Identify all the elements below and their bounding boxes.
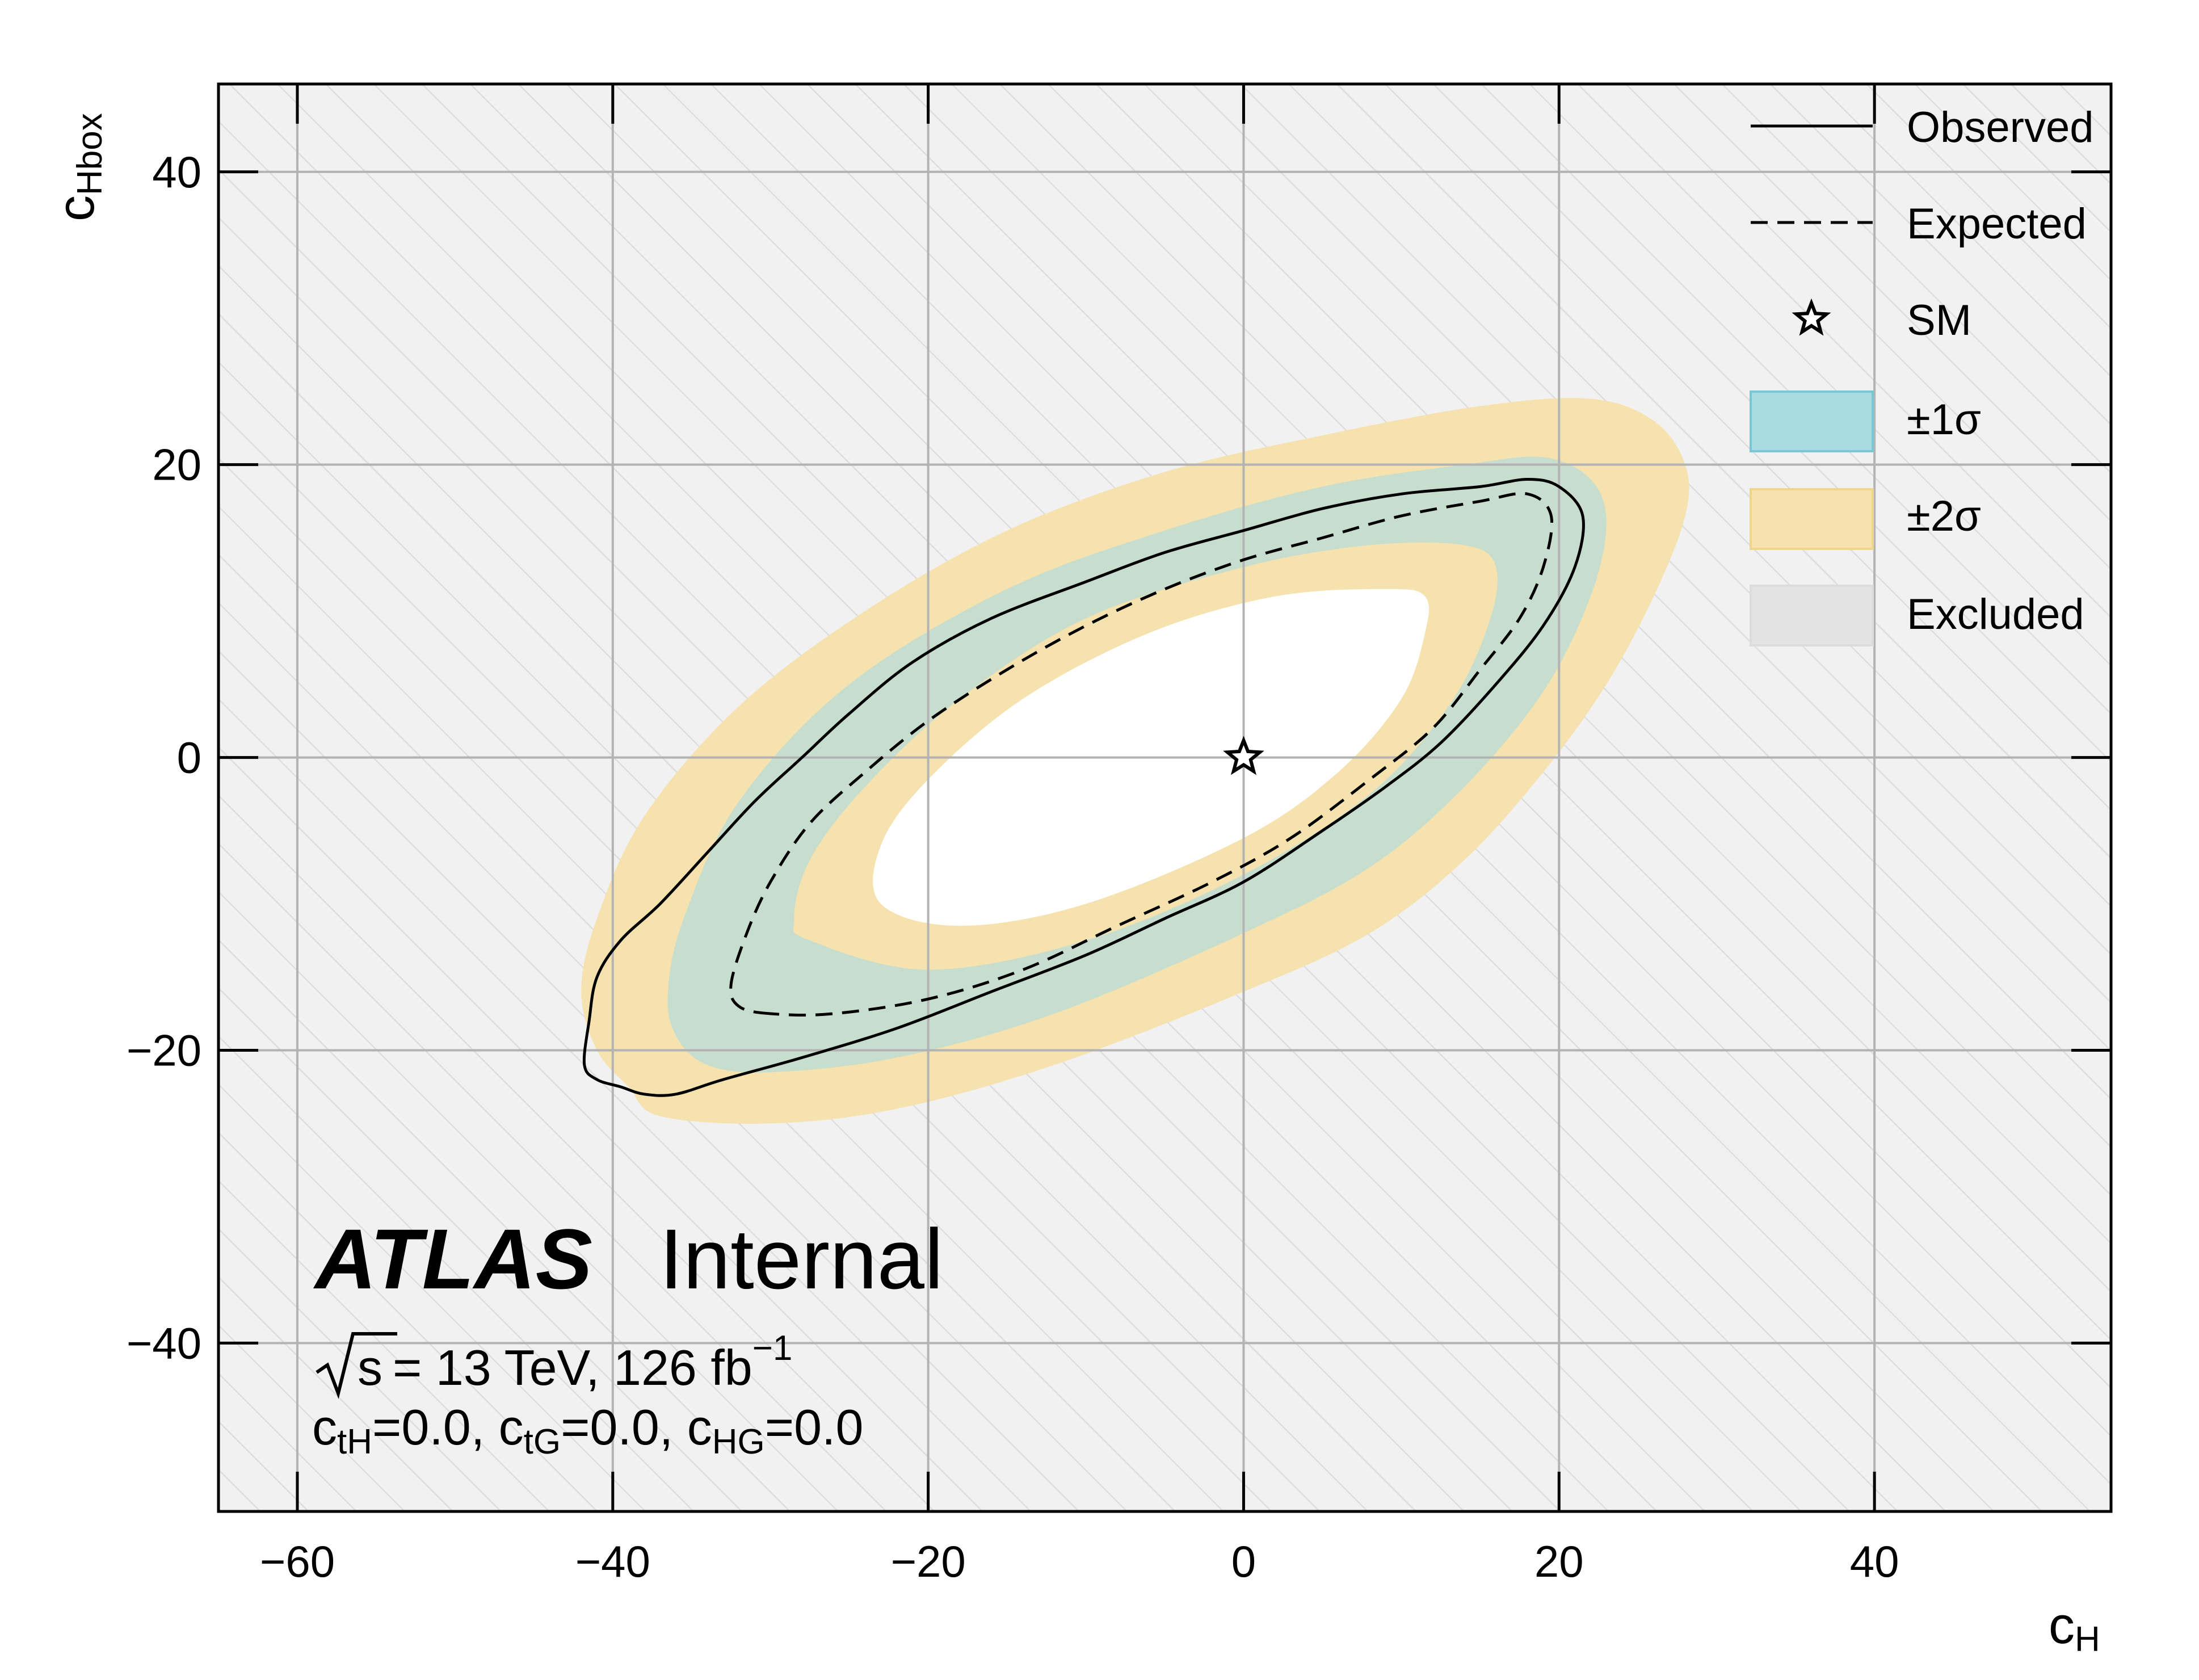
x-tick-label: −60: [260, 1536, 335, 1586]
axis-ticks: [218, 84, 2111, 1511]
legend-sm-label: SM: [1907, 296, 1971, 345]
plot-frame: [217, 82, 2113, 1513]
tick-labels: −60 −40 −20 0 20 40 −40 −20 0 20 40: [127, 147, 1899, 1586]
x-tick-label: 20: [1534, 1536, 1584, 1586]
legend-sm-star-icon: [1792, 298, 1831, 336]
x-tick-label: 40: [1850, 1536, 1899, 1586]
expected-contour: [729, 492, 1554, 1017]
y-axis-title: cHbox: [47, 113, 110, 221]
observed-contour: [582, 477, 1585, 1097]
sm-star-marker: [1223, 736, 1264, 775]
atlas-label: ATLAS: [313, 1211, 592, 1307]
grid: [218, 84, 2111, 1511]
y-tick-label: 0: [177, 733, 201, 783]
legend-expected-label: Expected: [1907, 200, 2087, 248]
legend-band1-swatch: [1750, 390, 1874, 452]
internal-label: Internal: [659, 1211, 943, 1307]
legend-band2-swatch: [1750, 488, 1874, 550]
x-axis-title: cH: [2049, 1597, 2100, 1659]
energy-label: s = 13 TeV, 126 fb−1: [358, 1329, 792, 1396]
y-tick-label: 20: [152, 440, 201, 490]
legend: Observed Expected SM ±1σ ±2σ Excluded: [1750, 103, 2094, 646]
sqrt-sign: [316, 1332, 397, 1400]
y-tick-label: 40: [152, 147, 201, 197]
y-tick-label: −40: [127, 1318, 201, 1368]
y-tick-label: −20: [127, 1025, 201, 1075]
conditions-label: ctH=0.0, ctG=0.0, cHG=0.0: [312, 1399, 863, 1461]
legend-observed-label: Observed: [1907, 103, 2094, 152]
plot-area: [217, 82, 2113, 1513]
legend-band1-label: ±1σ: [1907, 396, 1981, 444]
legend-band2-label: ±2σ: [1907, 492, 1981, 540]
experiment-label: ATLAS Internal s = 13 TeV, 126 fb−1 ctH=0…: [312, 1211, 943, 1461]
x-tick-label: −40: [575, 1536, 650, 1586]
legend-excluded-label: Excluded: [1907, 590, 2084, 639]
x-tick-label: 0: [1231, 1536, 1256, 1586]
x-tick-label: −20: [890, 1536, 965, 1586]
legend-excluded-swatch: [1750, 585, 1874, 646]
